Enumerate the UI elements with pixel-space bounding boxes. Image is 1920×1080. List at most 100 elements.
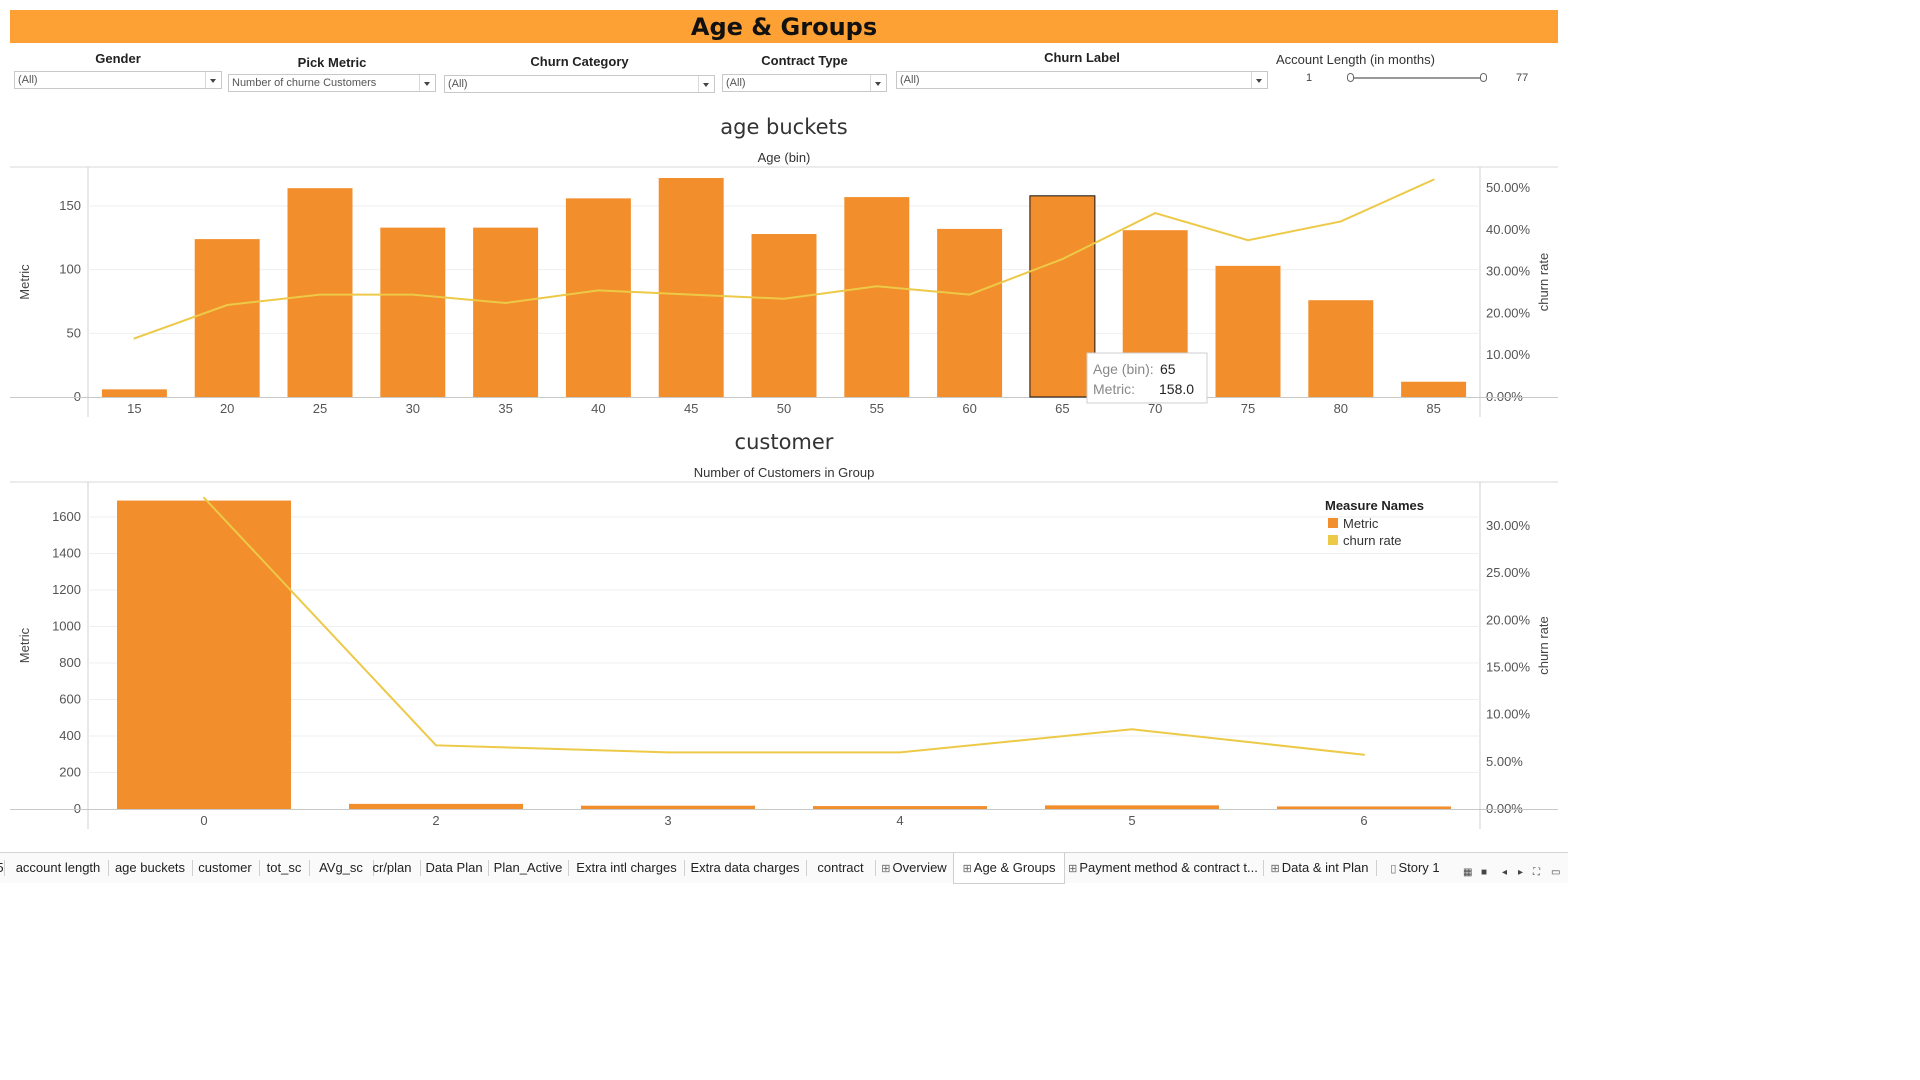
bar[interactable]	[844, 197, 910, 397]
prev-tab-icon[interactable]: ◂	[1502, 867, 1508, 878]
bar[interactable]	[813, 806, 987, 809]
slider-max-handle[interactable]	[1480, 73, 1487, 82]
x-tick-label: 70	[1148, 401, 1162, 416]
metric-dropdown[interactable]: Number of churne Customers	[228, 74, 436, 92]
bar[interactable]	[1277, 806, 1451, 809]
present-icon[interactable]: ▭	[1551, 867, 1561, 878]
tab-plan-active[interactable]: Plan_Active	[488, 853, 568, 883]
legend-swatch	[1328, 535, 1338, 545]
y-tick-label: 0	[74, 801, 81, 816]
y-axis-title: Metric	[17, 627, 32, 663]
tab-separator	[259, 860, 260, 876]
y-tick-label: 400	[59, 728, 81, 743]
tab-separator	[373, 860, 374, 876]
churn-rate-point	[968, 293, 971, 296]
churn-rate-point	[319, 293, 321, 296]
contract-type-dropdown[interactable]: (All)	[722, 74, 887, 92]
tab-avg-sc[interactable]: AVg_sc	[309, 853, 373, 883]
bar[interactable]	[751, 234, 817, 397]
tab-story-1[interactable]: ▯ Story 1	[1376, 853, 1454, 883]
tab-label: Extra data charges	[690, 860, 800, 875]
x-tick-label: 0	[200, 813, 207, 828]
y-axis-title: Metric	[17, 264, 32, 300]
bar[interactable]	[194, 239, 260, 397]
tab-cr-plan[interactable]: cr/plan	[364, 853, 420, 883]
x-tick-label: 80	[1334, 401, 1348, 416]
y-tick-label: 1600	[52, 509, 81, 524]
legend-item: churn rate	[1343, 533, 1402, 548]
bar[interactable]	[1029, 195, 1096, 398]
tab-age-groups[interactable]: ⊞ Age & Groups	[953, 853, 1065, 884]
tab-label: tot_sc	[266, 860, 302, 875]
churn-label-filter-label: Churn Label	[1044, 50, 1120, 65]
tab-5[interactable]: 5	[0, 853, 4, 883]
churn-category-dropdown-value: (All)	[448, 78, 468, 90]
tab-extra-intl-charges[interactable]: Extra intl charges	[569, 853, 684, 883]
grid-view-icon[interactable]: ▦	[1463, 867, 1473, 878]
x-tick-label: 5	[1128, 813, 1135, 828]
x-tick-label: 20	[220, 401, 234, 416]
bar[interactable]	[349, 803, 523, 809]
tab-separator	[568, 860, 569, 876]
sheet-tab-bar: 5 account length age buckets customer tot_sc…	[0, 852, 1568, 884]
bar[interactable]	[1401, 381, 1467, 397]
tab-extra-data-charges[interactable]: Extra data charges	[684, 853, 806, 883]
bar[interactable]	[101, 389, 167, 397]
tab-data-int-plan[interactable]: ⊞ Data & int Plan	[1263, 853, 1376, 883]
tab-data-plan[interactable]: Data Plan	[420, 853, 488, 883]
churn-category-filter-label: Churn Category	[530, 54, 629, 69]
churn-rate-point	[1247, 239, 1249, 242]
gender-dropdown[interactable]: (All)	[14, 71, 222, 89]
tab-separator	[309, 860, 310, 876]
bar[interactable]	[117, 500, 291, 809]
y-tick-label: 100	[59, 262, 81, 277]
chevron-down-icon[interactable]	[870, 75, 886, 91]
churn-label-dropdown[interactable]: (All)	[896, 71, 1268, 89]
tab-contract[interactable]: contract	[806, 853, 875, 883]
x-tick-label: 2	[432, 813, 439, 828]
age-buckets-chart[interactable]: Age (bin) 0 50 100 150 0.00% 10.00% 20.00% 30.00…	[0, 145, 1568, 435]
x-tick-label: 4	[896, 813, 903, 828]
tab-tot-sc[interactable]: tot_sc	[259, 853, 309, 883]
chevron-down-icon[interactable]	[419, 75, 435, 91]
bar[interactable]	[473, 227, 539, 397]
account-length-slider-track[interactable]	[1350, 77, 1486, 79]
churn-category-dropdown[interactable]: (All)	[444, 75, 715, 93]
y2-tick-label: 15.00%	[1486, 660, 1531, 675]
tab-label: Story 1	[1398, 860, 1440, 875]
tooltip-box	[1086, 352, 1208, 404]
chevron-down-icon[interactable]	[205, 72, 221, 88]
tab-account-length[interactable]: account length	[8, 853, 108, 883]
bar[interactable]	[658, 177, 724, 397]
x-tick-label: 45	[684, 401, 698, 416]
bar[interactable]	[380, 227, 446, 397]
churn-rate-point	[1061, 258, 1064, 261]
fullscreen-icon[interactable]: ⛶	[1533, 867, 1540, 878]
slider-min-handle[interactable]	[1347, 73, 1354, 82]
bar[interactable]	[565, 198, 631, 397]
bar[interactable]	[287, 188, 353, 397]
bar[interactable]	[581, 805, 755, 809]
customer-chart[interactable]: Number of Customers in Group 0 200 400 600 80…	[0, 462, 1568, 847]
bar[interactable]	[1045, 805, 1219, 809]
tab-customer[interactable]: customer	[191, 853, 259, 883]
tab-label: Data & int Plan	[1281, 860, 1369, 875]
stop-icon[interactable]: ■	[1481, 867, 1488, 878]
y2-tick-label: 0.00%	[1486, 389, 1523, 404]
chevron-down-icon[interactable]	[698, 76, 714, 92]
next-tab-icon[interactable]: ▸	[1518, 867, 1524, 878]
x-tick-label: 35	[498, 401, 512, 416]
dashboard-header: Age & Groups	[10, 10, 1558, 43]
tab-overview[interactable]: ⊞ Overview	[875, 853, 953, 883]
tab-payment-method-contract-t[interactable]: ⊞ Payment method & contract t...	[1063, 853, 1263, 883]
slider-min-value: 1	[1306, 72, 1313, 84]
x-tick-label: 55	[870, 401, 884, 416]
churn-rate-point	[435, 744, 437, 747]
chevron-down-icon[interactable]	[1251, 72, 1267, 88]
y-tick-label: 50	[67, 325, 81, 340]
metric-filter-label: Pick Metric	[297, 55, 367, 70]
bar[interactable]	[937, 228, 1003, 397]
bar[interactable]	[1215, 265, 1281, 397]
tab-age-buckets[interactable]: age buckets	[108, 853, 192, 883]
bar[interactable]	[1308, 300, 1374, 397]
